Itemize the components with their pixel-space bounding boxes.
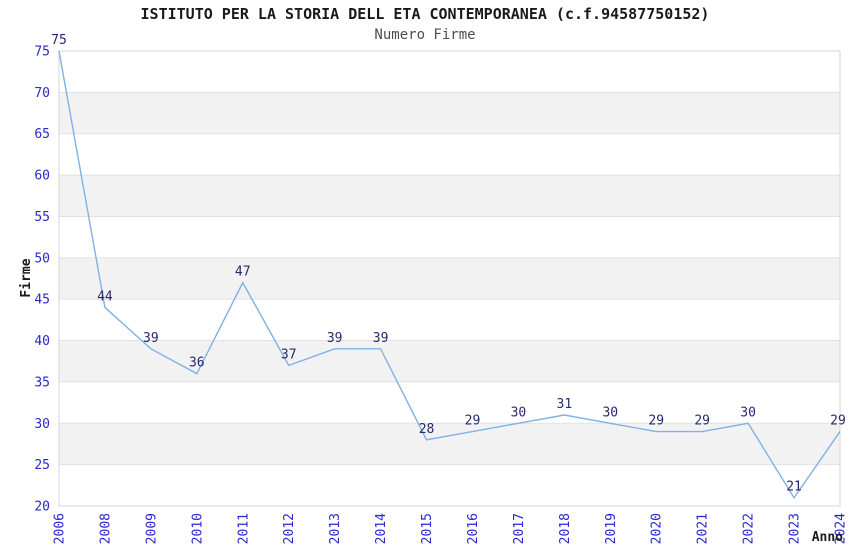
plot-gridlines bbox=[59, 91, 840, 466]
y-tick-label: 25 bbox=[34, 458, 50, 473]
point-value-label: 29 bbox=[694, 414, 710, 429]
y-tick-label: 40 bbox=[34, 334, 50, 349]
point-value-label: 39 bbox=[373, 331, 389, 346]
point-value-label: 37 bbox=[281, 347, 297, 362]
chart-subtitle: Numero Firme bbox=[374, 27, 476, 43]
x-tick-label: 2009 bbox=[144, 513, 159, 544]
plot-border bbox=[58, 50, 841, 507]
shaded-band bbox=[59, 257, 840, 300]
x-tick-label: 2020 bbox=[650, 513, 665, 544]
y-tick-label: 70 bbox=[34, 86, 50, 101]
x-tick-label: 2006 bbox=[53, 513, 68, 544]
x-axis-title: Anno bbox=[812, 530, 843, 545]
x-tick-label: 2022 bbox=[742, 513, 757, 544]
x-tick-label: 2010 bbox=[190, 513, 205, 544]
point-value-label: 21 bbox=[786, 480, 802, 495]
point-value-label: 30 bbox=[511, 405, 527, 420]
y-axis-title: Firme bbox=[19, 258, 34, 297]
x-tick-label: 2008 bbox=[98, 513, 113, 544]
point-value-label: 47 bbox=[235, 265, 251, 280]
chart-title: ISTITUTO PER LA STORIA DELL ETA CONTEMPO… bbox=[140, 5, 710, 23]
y-tick-label: 75 bbox=[34, 45, 50, 60]
plot-bands bbox=[59, 92, 840, 465]
x-tick-label: 2011 bbox=[236, 513, 251, 544]
y-tick-label: 35 bbox=[34, 375, 50, 390]
x-tick-label: 2023 bbox=[788, 513, 803, 544]
x-tick-label: 2014 bbox=[374, 513, 389, 544]
x-tick-label: 2012 bbox=[282, 513, 297, 544]
y-tick-label: 20 bbox=[34, 500, 50, 515]
y-tick-label: 60 bbox=[34, 169, 50, 184]
shaded-band bbox=[59, 92, 840, 134]
y-axis-tick-labels: 20 25 30 35 40 45 50 55 60 65 70 75 bbox=[34, 45, 50, 515]
shaded-band bbox=[59, 340, 840, 382]
x-tick-label: 2024 bbox=[834, 513, 849, 544]
y-tick-label: 65 bbox=[34, 127, 50, 142]
y-tick-label: 45 bbox=[34, 293, 50, 308]
point-value-label: 36 bbox=[189, 356, 205, 371]
point-value-label: 31 bbox=[557, 397, 573, 412]
x-tick-label: 2016 bbox=[466, 513, 481, 544]
plot-border-box bbox=[58, 50, 841, 507]
x-tick-label: 2018 bbox=[558, 513, 573, 544]
y-tick-label: 50 bbox=[34, 251, 50, 266]
point-value-label: 29 bbox=[465, 414, 481, 429]
x-tick-label: 2017 bbox=[512, 513, 527, 544]
point-value-label: 30 bbox=[602, 405, 618, 420]
shaded-band bbox=[59, 175, 840, 217]
x-tick-label: 2015 bbox=[420, 513, 435, 544]
point-value-label: 30 bbox=[740, 405, 756, 420]
y-tick-label: 55 bbox=[34, 210, 50, 225]
point-value-label: 28 bbox=[419, 422, 435, 437]
point-value-label: 39 bbox=[143, 331, 159, 346]
point-value-label: 39 bbox=[327, 331, 343, 346]
y-tick-label: 30 bbox=[34, 417, 50, 432]
x-tick-label: 2019 bbox=[604, 513, 619, 544]
data-point-labels: 75 44 39 36 47 37 39 39 28 29 30 31 30 29 29 30 21 29 bbox=[51, 33, 846, 495]
series-polyline bbox=[58, 50, 841, 500]
point-value-label: 29 bbox=[830, 414, 846, 429]
shaded-band bbox=[59, 423, 840, 465]
x-tick-label: 2013 bbox=[328, 513, 343, 544]
point-value-label: 29 bbox=[648, 414, 664, 429]
point-value-label: 44 bbox=[97, 289, 113, 304]
x-tick-label: 2021 bbox=[696, 513, 711, 544]
series-line-numero-firme bbox=[58, 50, 841, 500]
point-value-label: 75 bbox=[51, 33, 67, 48]
x-axis-tick-labels: 2006 2008 2009 2010 2011 2012 2013 2014 2015 2016… bbox=[53, 513, 849, 544]
